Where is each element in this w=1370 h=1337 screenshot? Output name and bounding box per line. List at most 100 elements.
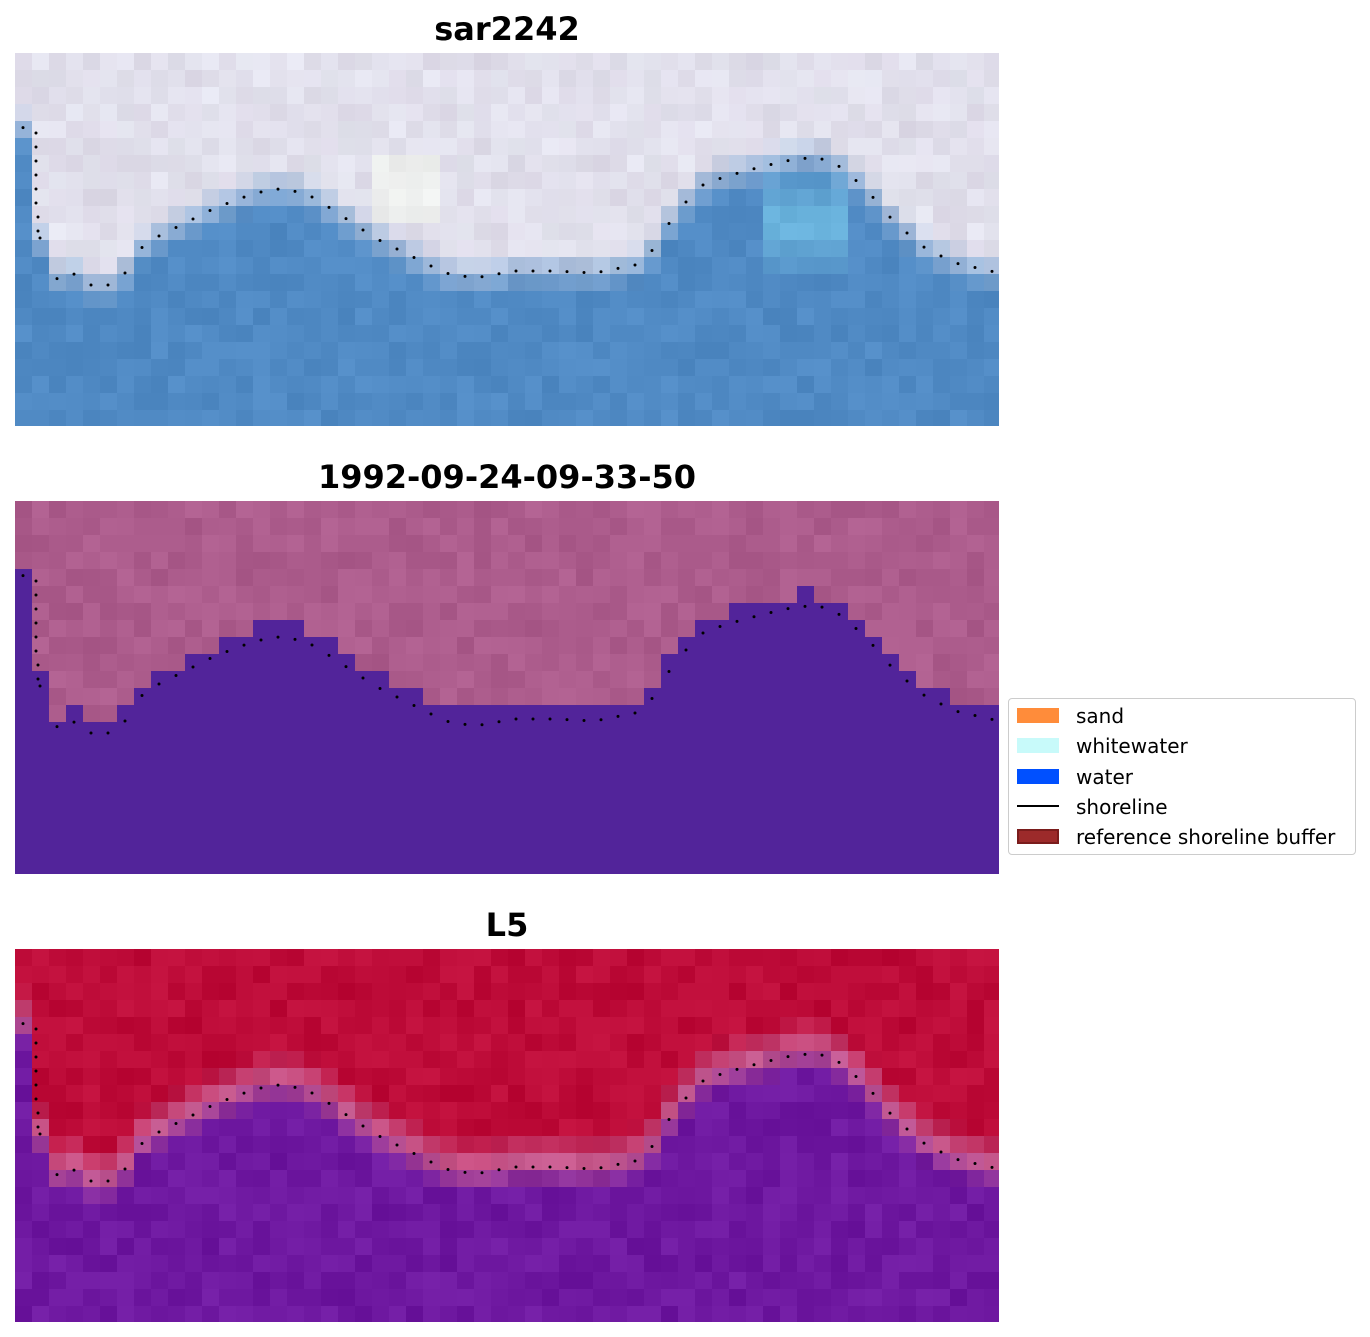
rgb-image-panel bbox=[15, 53, 999, 426]
shoreline-dot bbox=[463, 274, 467, 278]
shoreline-dot bbox=[769, 611, 773, 614]
shoreline-dot bbox=[344, 217, 348, 221]
buffer-patch-icon bbox=[1017, 829, 1059, 844]
shoreline-dot bbox=[871, 643, 875, 647]
shoreline-dot bbox=[38, 684, 42, 688]
shoreline-dot bbox=[616, 714, 620, 718]
shoreline-dot bbox=[854, 179, 858, 182]
legend-item-reference-buffer: reference shoreline buffer bbox=[1017, 825, 1353, 849]
shoreline-dot bbox=[837, 612, 841, 616]
shoreline-dot bbox=[480, 1171, 484, 1175]
shoreline-dot bbox=[854, 1075, 858, 1078]
shoreline-dot bbox=[922, 1141, 926, 1145]
shoreline-dot bbox=[497, 1168, 501, 1172]
shoreline-dot bbox=[242, 1091, 246, 1095]
shoreline-dot bbox=[395, 1143, 399, 1147]
shoreline-dot bbox=[344, 1113, 348, 1117]
shoreline-dot bbox=[633, 711, 637, 715]
shoreline-dot bbox=[34, 173, 38, 177]
shoreline-dot bbox=[769, 163, 773, 166]
shoreline-dot bbox=[752, 615, 756, 619]
water-patch-icon bbox=[1017, 769, 1059, 784]
shoreline-dot bbox=[582, 1166, 586, 1170]
shoreline-dot bbox=[718, 177, 722, 180]
shoreline-dot bbox=[820, 605, 824, 609]
shoreline-dot bbox=[378, 239, 382, 242]
shoreline-dot bbox=[667, 1118, 671, 1121]
shoreline-dot bbox=[38, 1132, 42, 1136]
shoreline-dot bbox=[650, 697, 654, 701]
shoreline-dot bbox=[38, 236, 42, 240]
shoreline-dot bbox=[412, 1152, 416, 1155]
shoreline-dot bbox=[463, 1170, 467, 1174]
shoreline-dot bbox=[905, 679, 909, 683]
shoreline-dot bbox=[871, 1091, 875, 1095]
shoreline-dot bbox=[361, 676, 365, 680]
shoreline-dot bbox=[34, 201, 38, 205]
shoreline-dot bbox=[786, 607, 790, 611]
shoreline-dot bbox=[225, 650, 229, 653]
shoreline-dot bbox=[429, 264, 433, 268]
shoreline-dot bbox=[973, 1162, 977, 1166]
shoreline-dot bbox=[939, 1150, 943, 1154]
panel-title-sar2242: sar2242 bbox=[434, 10, 580, 48]
shoreline-dot bbox=[446, 720, 450, 723]
shoreline-dot bbox=[208, 1105, 212, 1108]
shoreline-dot bbox=[123, 1167, 127, 1171]
shoreline-dot bbox=[361, 1124, 365, 1128]
shoreline-dot bbox=[718, 625, 722, 628]
shoreline-dot bbox=[616, 266, 620, 270]
shoreline-dot bbox=[34, 131, 38, 135]
shoreline-dot bbox=[55, 277, 59, 281]
legend-label-sand: sand bbox=[1076, 704, 1125, 728]
shoreline-dot bbox=[531, 1165, 535, 1169]
shoreline-dot bbox=[922, 693, 926, 697]
shoreline-dot bbox=[956, 262, 960, 266]
shoreline-dot bbox=[905, 1127, 909, 1131]
legend-item-whitewater: whitewater bbox=[1017, 734, 1353, 758]
shoreline-dot bbox=[429, 712, 433, 716]
shoreline-dot bbox=[803, 156, 807, 160]
shoreline-dot bbox=[565, 1166, 569, 1170]
shoreline-dot bbox=[429, 1160, 433, 1164]
shoreline-dot bbox=[34, 1083, 38, 1087]
shoreline-dot bbox=[55, 1173, 59, 1177]
shoreline-dot bbox=[310, 195, 314, 199]
shoreline-dot bbox=[548, 1165, 552, 1169]
shoreline-dot bbox=[633, 1159, 637, 1163]
shoreline-dot bbox=[34, 635, 38, 639]
shoreline-dot bbox=[718, 1073, 722, 1076]
legend-label-shoreline: shoreline bbox=[1076, 795, 1168, 819]
shoreline-dot bbox=[786, 1055, 790, 1059]
legend-label-reference-buffer: reference shoreline buffer bbox=[1076, 825, 1336, 849]
shoreline-dot bbox=[650, 249, 654, 253]
shoreline-dot bbox=[871, 195, 875, 199]
shoreline-dot bbox=[174, 1122, 178, 1125]
index-pixels bbox=[15, 949, 999, 1322]
legend: sand whitewater water shoreline referenc… bbox=[1008, 698, 1356, 855]
shoreline-dot bbox=[276, 1083, 280, 1087]
panel-title-l5: L5 bbox=[485, 906, 529, 944]
shoreline-dot bbox=[21, 1022, 25, 1026]
shoreline-dot bbox=[752, 1063, 756, 1067]
shoreline-dot bbox=[633, 263, 637, 267]
shoreline-dot bbox=[667, 222, 671, 225]
shoreline-dot bbox=[956, 1158, 960, 1162]
shoreline-dot bbox=[276, 635, 280, 639]
shoreline-dot bbox=[34, 1041, 38, 1045]
shoreline-dots bbox=[21, 1022, 994, 1183]
shoreline-dot bbox=[55, 725, 59, 729]
shoreline-dot bbox=[735, 171, 739, 175]
shoreline-dot bbox=[973, 266, 977, 270]
shoreline-dot bbox=[684, 648, 688, 652]
shoreline-dot bbox=[140, 1142, 144, 1145]
shoreline-dot bbox=[242, 643, 246, 647]
index-panel bbox=[15, 949, 999, 1322]
shoreline-dot bbox=[378, 687, 382, 690]
classification-pixels bbox=[15, 501, 999, 874]
shoreline-dot bbox=[412, 704, 416, 707]
shoreline-dot bbox=[242, 195, 246, 199]
shoreline-dot bbox=[990, 717, 994, 721]
legend-label-water: water bbox=[1076, 765, 1133, 789]
shoreline-dot bbox=[157, 1130, 161, 1134]
